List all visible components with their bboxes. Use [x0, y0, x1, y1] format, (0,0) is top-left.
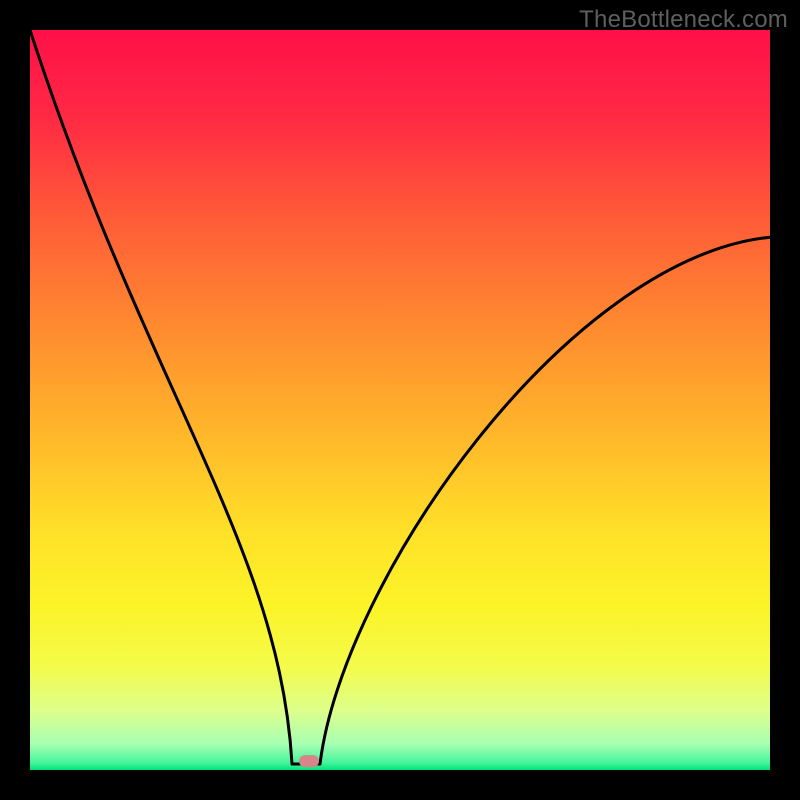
dip-marker	[299, 755, 319, 767]
gradient-plot-area	[30, 30, 770, 770]
chart-stage: TheBottleneck.com	[0, 0, 800, 800]
bottleneck-chart-svg	[0, 0, 800, 800]
watermark-text: TheBottleneck.com	[579, 6, 788, 34]
